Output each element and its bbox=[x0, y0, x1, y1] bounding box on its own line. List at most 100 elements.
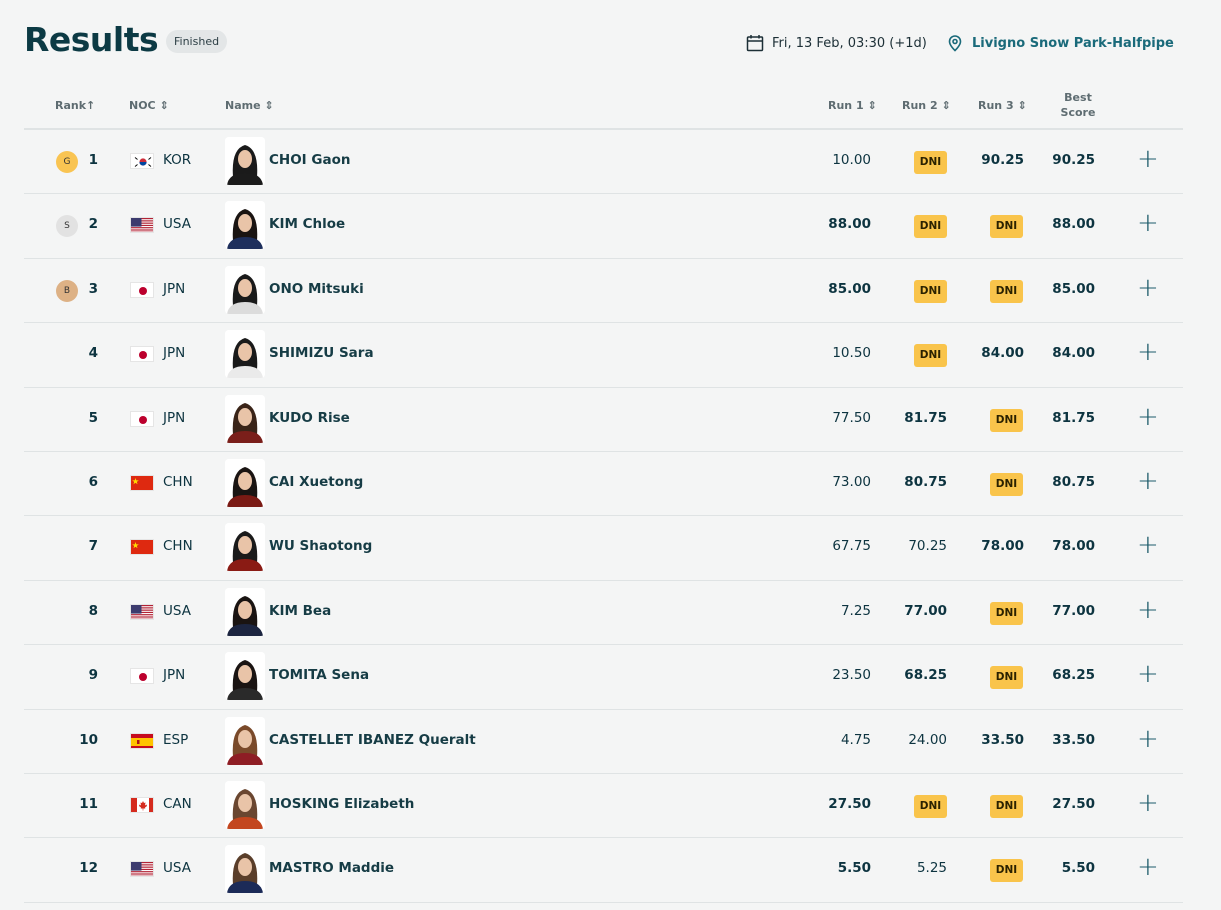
table-row[interactable]: 11 CAN HOSKING Elizabeth 27.50 DNI DNI 27.50 + bbox=[24, 774, 1183, 839]
table-row[interactable]: 6 CHN CAI Xuetong 73.00 80.75 DNI 80.75 + bbox=[24, 452, 1183, 517]
best-score: 88.00 bbox=[1052, 216, 1095, 233]
athlete-name[interactable]: HOSKING Elizabeth bbox=[269, 795, 415, 812]
plus-icon[interactable]: + bbox=[1137, 272, 1159, 303]
results-table: Rank↑ NOC ⇕ Name ⇕ Run 1 ⇕ Run 2 ⇕ Run 3… bbox=[24, 86, 1183, 903]
noc: CAN bbox=[163, 795, 192, 812]
run2-score: 68.25 bbox=[904, 667, 947, 684]
table-row[interactable]: 9 JPN TOMITA Sena 23.50 68.25 DNI 68.25 + bbox=[24, 645, 1183, 710]
athlete-name[interactable]: CHOI Gaon bbox=[269, 152, 351, 168]
plus-icon[interactable]: + bbox=[1137, 723, 1159, 754]
table-row[interactable]: 4 JPN SHIMIZU Sara 10.50 DNI 84.00 84.00 + bbox=[24, 323, 1183, 388]
best-score: 77.00 bbox=[1052, 602, 1095, 619]
run2-dni-badge: DNI bbox=[914, 215, 947, 239]
noc: USA bbox=[163, 602, 191, 619]
noc: KOR bbox=[163, 152, 192, 168]
arrow-up-icon: ↑ bbox=[86, 99, 96, 112]
rank: 12 bbox=[79, 860, 98, 877]
athlete-photo bbox=[225, 845, 265, 894]
plus-icon[interactable]: + bbox=[1137, 208, 1159, 239]
athlete-photo bbox=[225, 330, 265, 379]
sort-rank[interactable]: Rank↑ bbox=[55, 99, 96, 112]
best-score: 68.25 bbox=[1052, 667, 1095, 684]
table-row[interactable]: 8 USA KIM Bea 7.25 77.00 DNI 77.00 + bbox=[24, 581, 1183, 646]
best-score: 85.00 bbox=[1052, 280, 1095, 297]
table-row[interactable]: B 3 JPN ONO Mitsuki 85.00 DNI DNI 85.00 + bbox=[24, 259, 1183, 324]
athlete-name[interactable]: KIM Chloe bbox=[269, 216, 346, 233]
rank: 8 bbox=[88, 602, 98, 619]
plus-icon[interactable]: + bbox=[1137, 594, 1159, 625]
plus-icon[interactable]: + bbox=[1137, 401, 1159, 432]
athlete-name[interactable]: CASTELLET IBANEZ Queralt bbox=[269, 731, 476, 748]
run2-score: 70.25 bbox=[908, 538, 947, 555]
rank: 1 bbox=[88, 152, 98, 168]
run3-dni-badge: DNI bbox=[990, 215, 1023, 239]
rank: 7 bbox=[88, 538, 98, 555]
athlete-name[interactable]: TOMITA Sena bbox=[269, 667, 370, 684]
flag-jpn-icon bbox=[130, 346, 154, 363]
run1-score: 5.50 bbox=[837, 860, 871, 877]
athlete-name[interactable]: MASTRO Maddie bbox=[269, 860, 395, 877]
athlete-photo bbox=[225, 201, 265, 250]
sort-chevrons-icon: ⇕ bbox=[867, 99, 877, 112]
athlete-name[interactable]: KIM Bea bbox=[269, 602, 332, 619]
plus-icon[interactable]: + bbox=[1137, 659, 1159, 690]
sort-run1[interactable]: Run 1 ⇕ bbox=[828, 99, 877, 112]
run1-score: 77.50 bbox=[832, 409, 871, 426]
table-row[interactable]: 12 USA MASTRO Maddie 5.50 5.25 DNI 5.50 + bbox=[24, 838, 1183, 903]
athlete-name[interactable]: SHIMIZU Sara bbox=[269, 345, 374, 362]
noc: USA bbox=[163, 860, 191, 877]
run3-dni-badge: DNI bbox=[990, 472, 1023, 496]
athlete-photo bbox=[225, 716, 265, 765]
flag-kor-icon bbox=[130, 153, 154, 169]
best-score: 80.75 bbox=[1052, 473, 1095, 490]
event-date: Fri, 13 Feb, 03:30 (+1d) bbox=[746, 34, 927, 52]
table-row[interactable]: S 2 USA KIM Chloe 88.00 DNI DNI 88.00 + bbox=[24, 194, 1183, 259]
run3-score: 84.00 bbox=[981, 345, 1024, 362]
run1-score: 10.50 bbox=[832, 345, 871, 362]
flag-usa-icon bbox=[130, 217, 154, 234]
sort-run2[interactable]: Run 2 ⇕ bbox=[902, 99, 951, 112]
noc: CHN bbox=[163, 473, 193, 490]
table-row[interactable]: 7 CHN WU Shaotong 67.75 70.25 78.00 78.00 + bbox=[24, 516, 1183, 581]
sort-run3[interactable]: Run 3 ⇕ bbox=[978, 99, 1027, 112]
athlete-name[interactable]: WU Shaotong bbox=[269, 538, 373, 555]
flag-jpn-icon bbox=[130, 668, 154, 685]
noc: JPN bbox=[163, 280, 186, 297]
table-row[interactable]: 5 JPN KUDO Rise 77.50 81.75 DNI 81.75 + bbox=[24, 388, 1183, 452]
run2-score: 5.25 bbox=[916, 860, 947, 877]
flag-chn-icon bbox=[130, 474, 154, 491]
run2-dni-badge: DNI bbox=[914, 279, 947, 303]
sort-name[interactable]: Name ⇕ bbox=[225, 99, 274, 112]
plus-icon[interactable]: + bbox=[1137, 530, 1159, 561]
flag-can-icon bbox=[130, 796, 154, 813]
athlete-name[interactable]: KUDO Rise bbox=[269, 409, 350, 426]
table-row[interactable]: G 1 KOR CHOI Gaon 10.00 DNI 90.25 90.25 + bbox=[24, 130, 1183, 195]
table-row[interactable]: 10 ESP CASTELLET IBANEZ Queralt 4.75 24.00 33… bbox=[24, 710, 1183, 774]
plus-icon[interactable]: + bbox=[1137, 144, 1159, 174]
rank: 2 bbox=[88, 216, 98, 233]
plus-icon[interactable]: + bbox=[1137, 787, 1159, 818]
flag-usa-icon bbox=[130, 603, 154, 620]
noc: JPN bbox=[163, 667, 186, 684]
venue-link[interactable]: Livigno Snow Park-Halfpipe bbox=[946, 34, 1174, 52]
plus-icon[interactable]: + bbox=[1137, 465, 1159, 496]
athlete-photo bbox=[225, 137, 265, 185]
rank: 11 bbox=[79, 795, 98, 812]
run2-dni-badge: DNI bbox=[914, 151, 947, 174]
calendar-icon bbox=[746, 35, 764, 52]
date-text: Fri, 13 Feb, 03:30 (+1d) bbox=[772, 35, 927, 51]
noc: JPN bbox=[163, 345, 186, 362]
flag-chn-icon bbox=[130, 539, 154, 556]
rank: 3 bbox=[88, 280, 98, 297]
plus-icon[interactable]: + bbox=[1137, 337, 1159, 368]
plus-icon[interactable]: + bbox=[1137, 852, 1159, 883]
athlete-name[interactable]: CAI Xuetong bbox=[269, 473, 364, 490]
sort-noc[interactable]: NOC ⇕ bbox=[129, 99, 169, 112]
page-title: Results bbox=[24, 20, 159, 59]
best-score: 90.25 bbox=[1052, 152, 1095, 168]
athlete-name[interactable]: ONO Mitsuki bbox=[269, 280, 364, 297]
run2-dni-badge: DNI bbox=[914, 344, 947, 368]
noc: CHN bbox=[163, 538, 193, 555]
best-score: 81.75 bbox=[1052, 409, 1095, 426]
sort-chevrons-icon: ⇕ bbox=[264, 99, 274, 112]
